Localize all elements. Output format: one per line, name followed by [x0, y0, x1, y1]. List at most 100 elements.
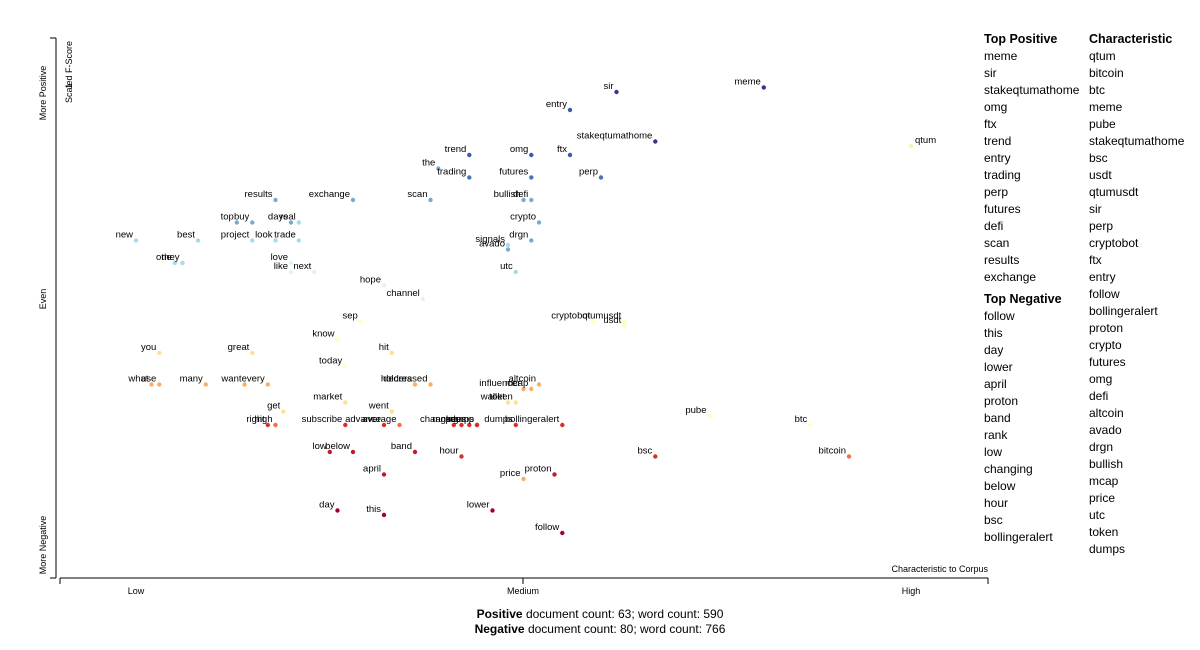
term-label[interactable]: next — [293, 261, 311, 272]
characteristic-term[interactable]: avado — [1089, 423, 1122, 437]
top-negative-term[interactable]: changing — [984, 462, 1033, 476]
term-point[interactable] — [281, 409, 286, 414]
term-point[interactable] — [327, 449, 332, 455]
term-label[interactable]: signals — [475, 234, 505, 245]
term-label[interactable]: influencer — [479, 378, 520, 389]
term-label[interactable]: new — [116, 230, 134, 241]
term-point[interactable] — [358, 319, 363, 324]
characteristic-term[interactable]: crypto — [1089, 338, 1122, 352]
term-label[interactable]: trading — [437, 167, 466, 178]
characteristic-term[interactable]: mcap — [1089, 474, 1119, 488]
term-point[interactable] — [467, 422, 472, 428]
top-negative-term[interactable]: april — [984, 377, 1007, 391]
term-point[interactable] — [622, 319, 627, 324]
term-point[interactable] — [459, 454, 464, 459]
term-point[interactable] — [381, 472, 387, 477]
term-point[interactable] — [846, 454, 852, 459]
term-label[interactable]: best — [177, 230, 195, 241]
characteristic-term[interactable]: usdt — [1089, 168, 1112, 182]
term-label[interactable]: great — [228, 342, 250, 353]
term-point[interactable] — [529, 238, 534, 243]
term-label[interactable]: want — [220, 374, 241, 385]
term-point[interactable] — [157, 350, 162, 356]
term-label[interactable]: results — [245, 189, 273, 200]
term-label[interactable]: meme — [734, 77, 760, 88]
term-point[interactable] — [560, 530, 565, 536]
term-label[interactable]: defi — [513, 189, 528, 200]
term-point[interactable] — [203, 382, 208, 387]
term-label[interactable]: top — [221, 212, 234, 223]
term-point[interactable] — [265, 422, 270, 428]
term-point[interactable] — [250, 350, 255, 356]
top-positive-term[interactable]: futures — [984, 202, 1021, 216]
term-label[interactable]: pube — [685, 405, 706, 416]
top-negative-term[interactable]: bsc — [984, 513, 1003, 527]
term-label[interactable]: mcap — [505, 378, 528, 389]
term-point[interactable] — [296, 238, 301, 243]
term-label[interactable]: market — [313, 392, 342, 403]
term-point[interactable] — [560, 422, 565, 428]
term-point[interactable] — [195, 238, 201, 243]
top-negative-term[interactable]: this — [984, 326, 1003, 340]
characteristic-term[interactable]: utc — [1089, 508, 1106, 522]
top-negative-term[interactable]: band — [984, 411, 1011, 425]
term-point[interactable] — [335, 508, 340, 513]
term-point[interactable] — [513, 400, 518, 405]
term-label[interactable]: subscribe — [302, 414, 343, 425]
top-negative-term[interactable]: rank — [984, 428, 1008, 442]
characteristic-term[interactable]: btc — [1089, 83, 1106, 97]
term-label[interactable]: get — [267, 401, 281, 412]
term-label[interactable]: scan — [407, 189, 427, 200]
term-label[interactable]: exchange — [309, 189, 350, 200]
term-point[interactable] — [389, 350, 394, 356]
term-label[interactable]: hit — [379, 342, 389, 353]
term-point[interactable] — [428, 197, 433, 203]
term-point[interactable] — [335, 337, 340, 342]
top-negative-term[interactable]: hour — [984, 496, 1009, 510]
term-label[interactable]: avado — [479, 239, 505, 250]
term-label[interactable]: high — [255, 414, 273, 425]
term-point[interactable] — [265, 382, 270, 387]
characteristic-term[interactable]: pube — [1089, 117, 1116, 131]
term-point[interactable] — [521, 476, 526, 482]
term-label[interactable]: they — [162, 252, 180, 263]
characteristic-term[interactable]: drgn — [1089, 440, 1114, 454]
term-label[interactable]: one — [156, 252, 172, 263]
top-negative-term[interactable]: day — [984, 343, 1004, 357]
term-label[interactable]: today — [319, 356, 342, 367]
term-label[interactable]: day — [319, 500, 335, 511]
top-positive-term[interactable]: stakeqtumathome — [984, 83, 1080, 97]
term-label[interactable]: sees — [446, 414, 466, 425]
characteristic-term[interactable]: meme — [1089, 100, 1123, 114]
top-positive-term[interactable]: exchange — [984, 270, 1037, 284]
term-point[interactable] — [622, 323, 627, 329]
characteristic-term[interactable]: perp — [1089, 219, 1114, 233]
term-point[interactable] — [288, 220, 294, 225]
term-point[interactable] — [296, 220, 301, 225]
term-point[interactable] — [420, 296, 425, 302]
characteristic-term[interactable]: entry — [1089, 270, 1116, 284]
term-label[interactable]: this — [366, 504, 381, 515]
term-label[interactable]: wallet — [480, 392, 506, 403]
term-label[interactable]: dumps — [484, 414, 513, 425]
term-label[interactable]: dump — [450, 414, 474, 425]
term-label[interactable]: trend — [445, 144, 467, 155]
term-point[interactable] — [273, 197, 278, 203]
term-point[interactable] — [180, 260, 185, 266]
characteristic-term[interactable]: qtum — [1089, 49, 1116, 63]
term-point[interactable] — [412, 449, 418, 455]
term-label[interactable]: channel — [387, 288, 420, 299]
term-point[interactable] — [536, 220, 542, 225]
top-positive-term[interactable]: entry — [984, 151, 1011, 165]
top-positive-term[interactable]: defi — [984, 219, 1004, 233]
term-point[interactable] — [529, 175, 534, 180]
top-negative-term[interactable]: follow — [984, 309, 1015, 323]
term-point[interactable] — [350, 449, 356, 455]
term-label[interactable]: usdt — [603, 315, 621, 326]
top-negative-term[interactable]: below — [984, 479, 1016, 493]
term-label[interactable]: every — [242, 374, 265, 385]
top-negative-term[interactable]: bollingeralert — [984, 530, 1053, 544]
term-point[interactable] — [808, 422, 813, 428]
characteristic-term[interactable]: price — [1089, 491, 1116, 505]
characteristic-term[interactable]: token — [1089, 525, 1119, 539]
